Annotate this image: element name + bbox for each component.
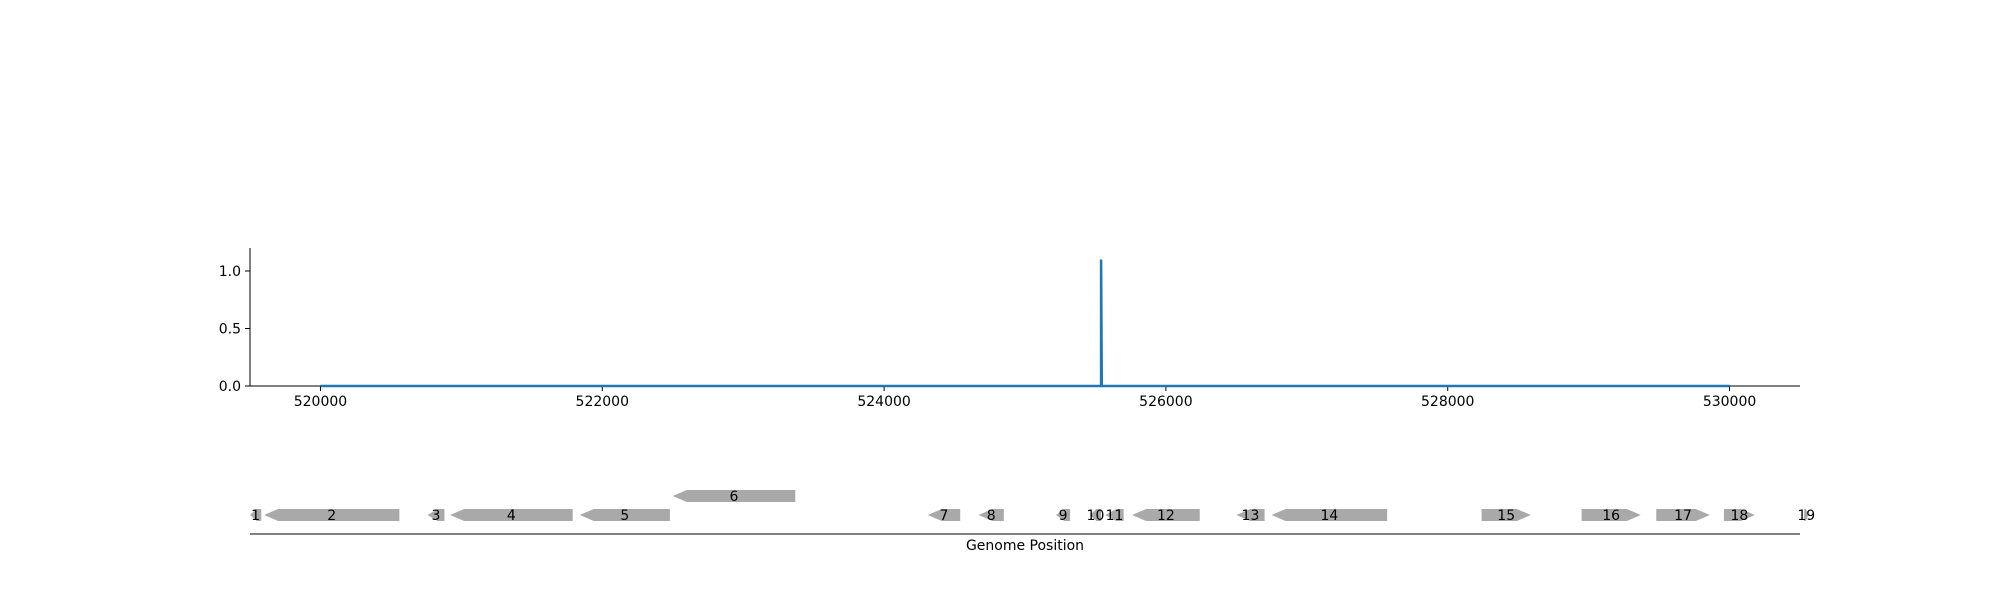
gene-label: 9: [1059, 508, 1068, 524]
signal-chart: 0.0 0.5 1.0 520000 522000 524000 526000 528000…: [219, 248, 1800, 410]
gene-label: 15: [1497, 508, 1515, 524]
gene-feature: [1481, 509, 1531, 521]
signal-line: [320, 259, 1730, 388]
gene-layer: 1 2 3 4 567 8 9 10 11 12 13 14 15 16 17 18 19: [250, 489, 1815, 524]
gene-feature: [450, 509, 573, 521]
y-ticks: 0.0 0.5 1.0: [219, 264, 250, 395]
gene-label: 8: [987, 508, 996, 524]
gene-feature: [1056, 509, 1071, 521]
gene-feature: [1804, 509, 1809, 521]
gene-feature: [579, 509, 670, 521]
gene-track-xlabel: Genome Position: [966, 538, 1084, 554]
gene-feature: [1132, 509, 1200, 521]
gene-feature: [1723, 509, 1755, 521]
x-tick-label: 528000: [1421, 394, 1474, 410]
gene-label: 14: [1320, 508, 1338, 524]
gene-feature: [427, 509, 445, 521]
gene-label: 16: [1602, 508, 1620, 524]
gene-label: 1: [251, 508, 260, 524]
x-tick-label: 524000: [857, 394, 910, 410]
series-layer: [320, 259, 1730, 388]
gene-label: 4: [507, 508, 516, 524]
y-tick-label: 0.5: [219, 322, 241, 338]
gene-feature: [1105, 509, 1124, 521]
gene-label: 10: [1087, 508, 1105, 524]
gene-feature: [672, 490, 796, 502]
y-tick-label: 1.0: [219, 264, 241, 280]
x-tick-label: 522000: [576, 394, 629, 410]
gene-feature: [1089, 509, 1102, 521]
gene-label: 2: [327, 508, 336, 524]
gene-label: 7: [940, 508, 949, 524]
gene-label: 6: [730, 489, 739, 505]
x-tick-label: 520000: [294, 394, 347, 410]
gene-label: 11: [1106, 508, 1124, 524]
x-tick-label: 526000: [1139, 394, 1192, 410]
gene-feature: [1656, 509, 1710, 521]
gene-label: 12: [1157, 508, 1175, 524]
gene-feature: [1271, 509, 1388, 521]
gene-feature: [264, 509, 400, 521]
gene-label: 17: [1674, 508, 1692, 524]
gene-label: 13: [1242, 508, 1260, 524]
x-ticks: 520000 522000 524000 526000 528000 530000: [294, 386, 1756, 410]
gene-label: 19: [1797, 508, 1815, 524]
gene-label: 18: [1730, 508, 1748, 524]
gene-feature: [927, 509, 961, 521]
gene-feature: [1581, 509, 1641, 521]
y-tick-label: 0.0: [219, 379, 241, 395]
gene-feature: [1236, 509, 1265, 521]
gene-label: 5: [620, 508, 629, 524]
gene-label: 3: [432, 508, 441, 524]
gene-feature: [250, 509, 262, 521]
gene-track: 1 2 3 4 567 8 9 10 11 12 13 14 15 16 17 18 19 Genome Pos…: [250, 489, 1815, 554]
x-tick-label: 530000: [1703, 394, 1756, 410]
gene-feature: [978, 509, 1004, 521]
